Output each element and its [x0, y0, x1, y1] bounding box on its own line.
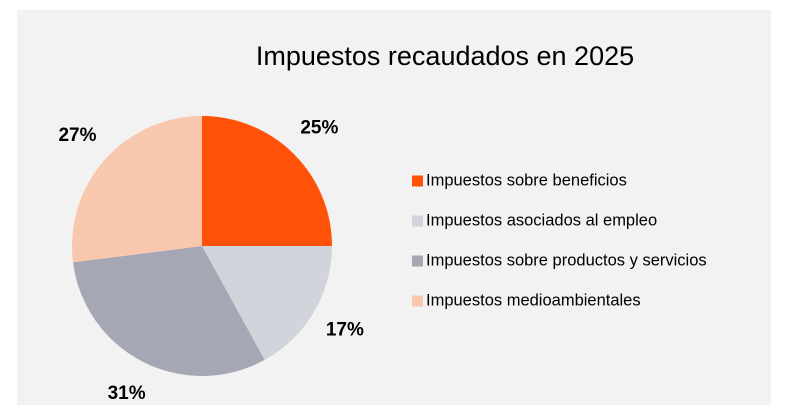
legend-label: Impuestos medioambientales [426, 291, 641, 309]
pie-slice [71, 116, 202, 263]
legend-label: Impuestos sobre productos y servicios [426, 251, 707, 269]
legend-swatch [412, 295, 423, 307]
chart-title: Impuestos recaudados en 2025 [256, 41, 634, 71]
legend-label: Impuestos sobre beneficios [426, 171, 627, 189]
pie-slice [202, 116, 332, 246]
data-label: 27% [58, 125, 96, 146]
legend-swatch [412, 175, 423, 187]
data-label: 17% [326, 320, 364, 341]
data-label: 31% [108, 383, 146, 404]
legend-swatch [412, 255, 423, 267]
pie-slice [202, 246, 332, 360]
legend-label: Impuestos asociados al empleo [426, 211, 657, 229]
data-label: 25% [300, 118, 338, 139]
legend-swatch [412, 215, 423, 227]
pie-slice [73, 246, 265, 377]
